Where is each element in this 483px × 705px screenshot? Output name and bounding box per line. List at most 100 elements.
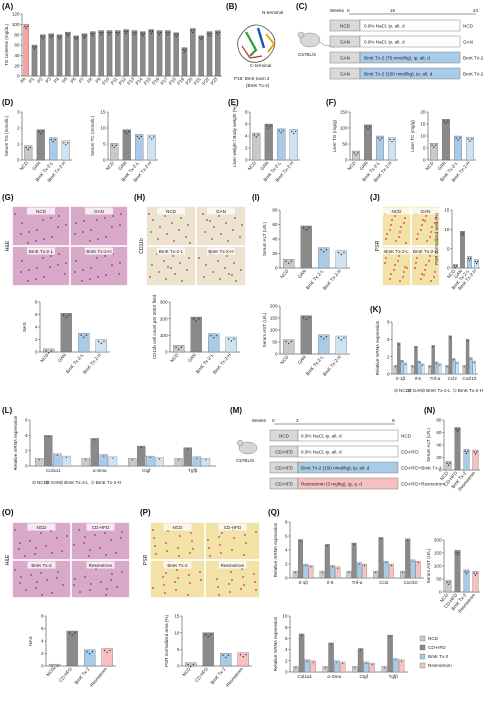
chart-i-alt-ytick-label: 80 — [272, 208, 278, 213]
chart-g-nas-bar — [78, 333, 90, 353]
psr-images-p-speck — [188, 574, 190, 576]
chart-a-xtick-label: P7 — [78, 76, 86, 84]
chart-k-inflammation-bar — [462, 365, 466, 375]
chart-o-nas-dot — [103, 649, 106, 652]
chart-q-inflammation-bar — [346, 570, 352, 579]
chart-f-liver-tc-xtick-label: NCD — [425, 160, 436, 171]
chart-k-inflammation-xtick-label: Ccl2 — [448, 376, 458, 381]
chart-a-dot — [93, 32, 95, 35]
chart-f-liver-tc-dot — [471, 138, 473, 140]
chart-a-dot — [40, 35, 43, 38]
chart-l-fibrosis-bar — [62, 455, 71, 467]
chart-l-fibrosis-dot — [47, 436, 49, 438]
chart-l-fibrosis-bar — [137, 445, 146, 467]
chart-q-fibrosis-xtick-label: α-Sma — [327, 674, 341, 679]
chart-l-fibrosis-bar — [44, 435, 53, 467]
chart-n-alt-dot — [474, 453, 477, 455]
chart-f-liver-tc-bar — [442, 119, 450, 161]
chart-j-psr-dot — [453, 265, 456, 267]
chart-i-alt-ylabel: Serum ALT (U/L) — [262, 222, 267, 257]
chart-a-bar — [190, 28, 196, 77]
chart-a-dot — [167, 33, 169, 36]
chart-n-alt-dot — [447, 464, 450, 466]
chart-k-inflammation-xtick-label: Il-1β — [396, 376, 405, 381]
psr-images-p-speck — [233, 537, 235, 539]
mouse-icon — [297, 31, 335, 49]
chart-l-fibrosis-bar — [53, 453, 62, 467]
chart-q-inflammation-bar — [356, 562, 362, 579]
psr-images-p-speck — [221, 532, 223, 534]
chart-q-inflammation-bar — [298, 539, 304, 579]
chart-q-inflammation-bar — [405, 538, 411, 579]
chart-d-serum-tc-ytick-label: 5 — [103, 142, 106, 147]
chart-f-liver-tg-ylabel: Liver TG (mg/g) — [332, 119, 337, 152]
chart-a-dot — [99, 31, 101, 34]
cd11b-images-h-label: NCD — [166, 209, 177, 214]
chart-f-liver-tc-ytick-label: 10 — [420, 134, 426, 139]
design-c-group-label: BmK Tx-2-H — [463, 72, 483, 77]
chart-q-inflammation-bar — [324, 544, 330, 579]
chart-f-liver-tg-ytick-label: 50 — [342, 142, 348, 147]
chart-e-liver-weight-bar — [252, 132, 261, 161]
chart-e-liver-weight-dot — [282, 130, 284, 132]
chart-j-psr-ytick-label: 10 — [444, 227, 450, 232]
cd11b-images-h-speck — [185, 236, 187, 238]
chart-l-fibrosis-bar — [183, 447, 192, 467]
chart-e-liver-weight-bar — [277, 128, 286, 161]
he-images-o-label-bg — [27, 561, 56, 569]
design-m-right-box — [297, 429, 399, 442]
he-images-o-speck — [106, 588, 108, 590]
chart-i-alt-dot — [325, 249, 328, 251]
chart-f-liver-tc-dot — [447, 120, 449, 122]
chart-l-fibrosis-legend-label: NCD — [37, 480, 48, 485]
chart-a-dot — [76, 37, 79, 39]
chart-g-nas-ytick-label: 4 — [35, 325, 38, 330]
chart-f-liver-tc-dot — [431, 144, 433, 146]
week0-label-c: 0 — [347, 8, 350, 13]
psr-images-p-speck — [165, 572, 167, 574]
chart-l-fibrosis-ytick-label: 6 — [25, 418, 28, 423]
he-images-o-speck — [35, 547, 37, 549]
psr-images-p-speck — [208, 547, 210, 549]
cd11b-images-h-speck — [240, 269, 242, 271]
chart-q-inflammation-dot — [348, 571, 350, 574]
he-images-g-speck — [75, 260, 77, 262]
chart-i-ast-xtick-label: BmK Tx-2-H — [322, 354, 342, 377]
chart-h-cd11b-dot — [233, 338, 235, 340]
chart-g-nas-xtick-label: NCD — [39, 352, 50, 363]
chart-n-ast-dot — [464, 571, 466, 573]
chart-k-inflammation-dot — [429, 366, 431, 368]
chart-a-xtick-label: P22 — [201, 76, 210, 86]
chart-d-serum-tc-ylabel: Serum TC (mmol/L) — [90, 115, 95, 156]
he-images-o-speck — [40, 572, 42, 574]
chart-q-inflammation-dot — [412, 560, 414, 562]
chart-q-legend-label: Resmetrom — [428, 663, 452, 668]
he-images-g-speck — [57, 264, 59, 266]
psr-images-p-speck — [163, 584, 165, 586]
chart-d-serum-tc-dot — [138, 137, 140, 140]
chart-e-liver-weight-bar — [289, 129, 298, 161]
chart-a-dot — [108, 33, 111, 36]
chart-l-fibrosis-dot — [196, 457, 198, 459]
he-images-o-speck — [120, 537, 122, 539]
psr-images-j-speck — [428, 260, 430, 262]
chart-n-alt-ytick-label: 60 — [436, 430, 442, 435]
chart-j-psr-ytick-label: 0 — [447, 266, 450, 271]
chart-k-inflammation-dot — [401, 361, 403, 363]
chart-q-fibrosis-bar — [304, 659, 311, 673]
psr-images-p-label-bg — [163, 561, 192, 569]
week0-label-m: 0 — [272, 418, 275, 423]
psr-images-j-speck — [395, 240, 397, 242]
chart-k-inflammation: 0 2 4 6 Relative mRNA expression Il-1β Il-6 Tnf… — [375, 320, 483, 393]
psr-images-p-label-bg — [218, 523, 247, 531]
psr-images-p-speck — [216, 578, 218, 580]
chart-i-alt-ytick-label: 0 — [275, 266, 278, 271]
psr-images-j-label: BmK Tx-2-H — [413, 249, 438, 254]
chart-o-nas-bar — [49, 663, 61, 667]
cd11b-images-h-speck — [213, 226, 215, 228]
chart-a-dot — [75, 39, 77, 41]
chart-j-psr-dot — [454, 267, 457, 269]
chart-q-inflammation-bar — [388, 563, 394, 579]
chart-o-nas-bar — [101, 648, 113, 667]
design-c-right-label: BmK Tx-2 (75 nmol/kg), ip, alt. d — [364, 56, 430, 61]
